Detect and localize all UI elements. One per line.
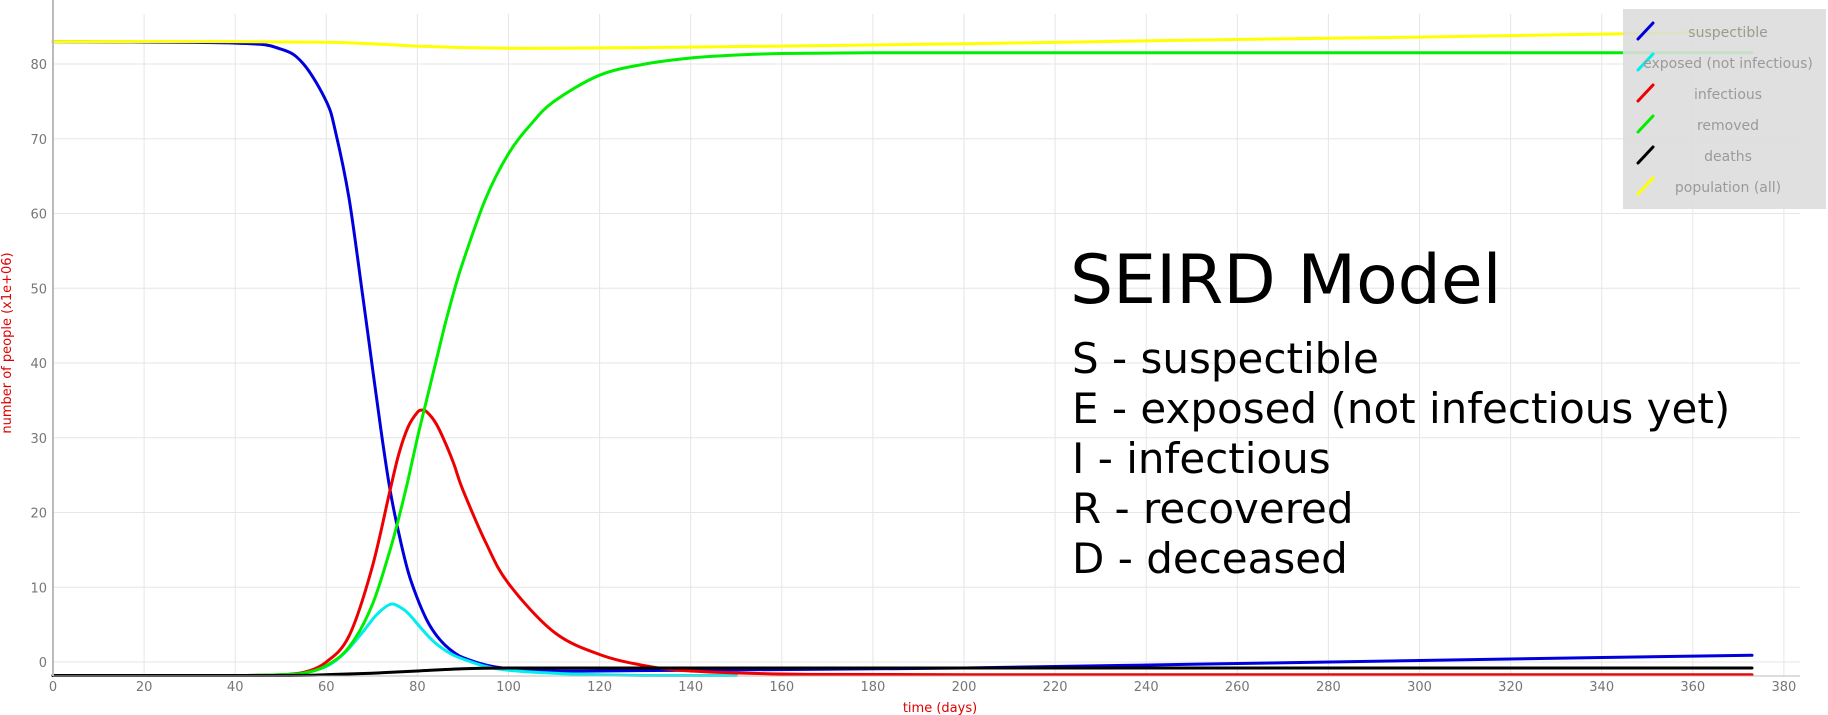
x-tick-label: 200 bbox=[952, 680, 977, 695]
y-tick-label: 80 bbox=[30, 58, 47, 73]
y-tick-label: 40 bbox=[30, 357, 47, 372]
annotation-line-r: R - recovered bbox=[1072, 484, 1354, 533]
annotation-title: SEIRD Model bbox=[1070, 241, 1502, 320]
legend-swatch bbox=[1636, 176, 1655, 196]
x-tick-label: 360 bbox=[1680, 680, 1705, 695]
legend-swatch bbox=[1636, 52, 1655, 72]
x-tick-label: 220 bbox=[1043, 680, 1068, 695]
x-tick-label: 0 bbox=[49, 680, 57, 695]
annotation-line-e: E - exposed (not infectious yet) bbox=[1072, 384, 1730, 433]
y-tick-label: 0 bbox=[39, 656, 47, 671]
x-axis-title: time (days) bbox=[903, 701, 977, 715]
series-line-0 bbox=[51, 40, 1754, 673]
legend-swatch bbox=[1636, 21, 1655, 41]
x-tick-label: 40 bbox=[227, 680, 244, 695]
legend-swatch bbox=[1636, 83, 1655, 103]
legend-background bbox=[1623, 9, 1826, 209]
y-tick-label: 70 bbox=[30, 133, 47, 148]
y-tick-label: 30 bbox=[30, 432, 47, 447]
legend-label: removed bbox=[1697, 118, 1759, 134]
legend-label: population (all) bbox=[1675, 180, 1781, 196]
y-tick-label: 10 bbox=[30, 581, 47, 596]
legend-label: exposed (not infectious) bbox=[1643, 56, 1813, 72]
x-tick-label: 280 bbox=[1316, 680, 1341, 695]
x-tick-label: 60 bbox=[318, 680, 335, 695]
legend-label: infectious bbox=[1694, 87, 1762, 103]
x-tick-label: 140 bbox=[678, 680, 703, 695]
y-axis-title: number of people (x1e+06) bbox=[0, 252, 15, 433]
x-tick-label: 100 bbox=[496, 680, 521, 695]
grid bbox=[52, 14, 1800, 676]
series-line-5 bbox=[51, 30, 1754, 50]
legend: suspectible exposed (not infectious) infec… bbox=[1623, 9, 1826, 209]
x-tick-label: 20 bbox=[136, 680, 153, 695]
model-annotation: SEIRD Model S - suspectible E - exposed … bbox=[1070, 241, 1730, 583]
series-lines bbox=[51, 30, 1754, 678]
legend-swatch bbox=[1636, 114, 1655, 134]
x-tick-label: 260 bbox=[1225, 680, 1250, 695]
annotation-line-i: I - infectious bbox=[1072, 434, 1331, 483]
x-tick-label: 240 bbox=[1134, 680, 1159, 695]
y-tick-label: 60 bbox=[30, 208, 47, 223]
x-tick-label: 160 bbox=[769, 680, 794, 695]
series-line-2 bbox=[51, 408, 1754, 678]
axes: 0 20 40 60 80 100 120 140 160 180 200 220 240 260 280 3… bbox=[30, 0, 1800, 695]
series-line-3 bbox=[51, 51, 1754, 678]
annotation-line-s: S - suspectible bbox=[1072, 334, 1379, 383]
legend-label: deaths bbox=[1704, 149, 1752, 165]
x-tick-label: 380 bbox=[1771, 680, 1796, 695]
legend-swatch bbox=[1636, 145, 1655, 165]
annotation-line-d: D - deceased bbox=[1072, 534, 1348, 583]
legend-label: suspectible bbox=[1688, 25, 1767, 41]
x-tick-label: 320 bbox=[1498, 680, 1523, 695]
x-tick-label: 80 bbox=[409, 680, 426, 695]
x-tick-label: 120 bbox=[587, 680, 612, 695]
y-tick-label: 20 bbox=[30, 507, 47, 522]
y-tick-label: 50 bbox=[30, 282, 47, 297]
x-tick-label: 300 bbox=[1407, 680, 1432, 695]
x-tick-label: 180 bbox=[860, 680, 885, 695]
x-tick-label: 340 bbox=[1589, 680, 1614, 695]
series-line-4 bbox=[51, 666, 1754, 678]
